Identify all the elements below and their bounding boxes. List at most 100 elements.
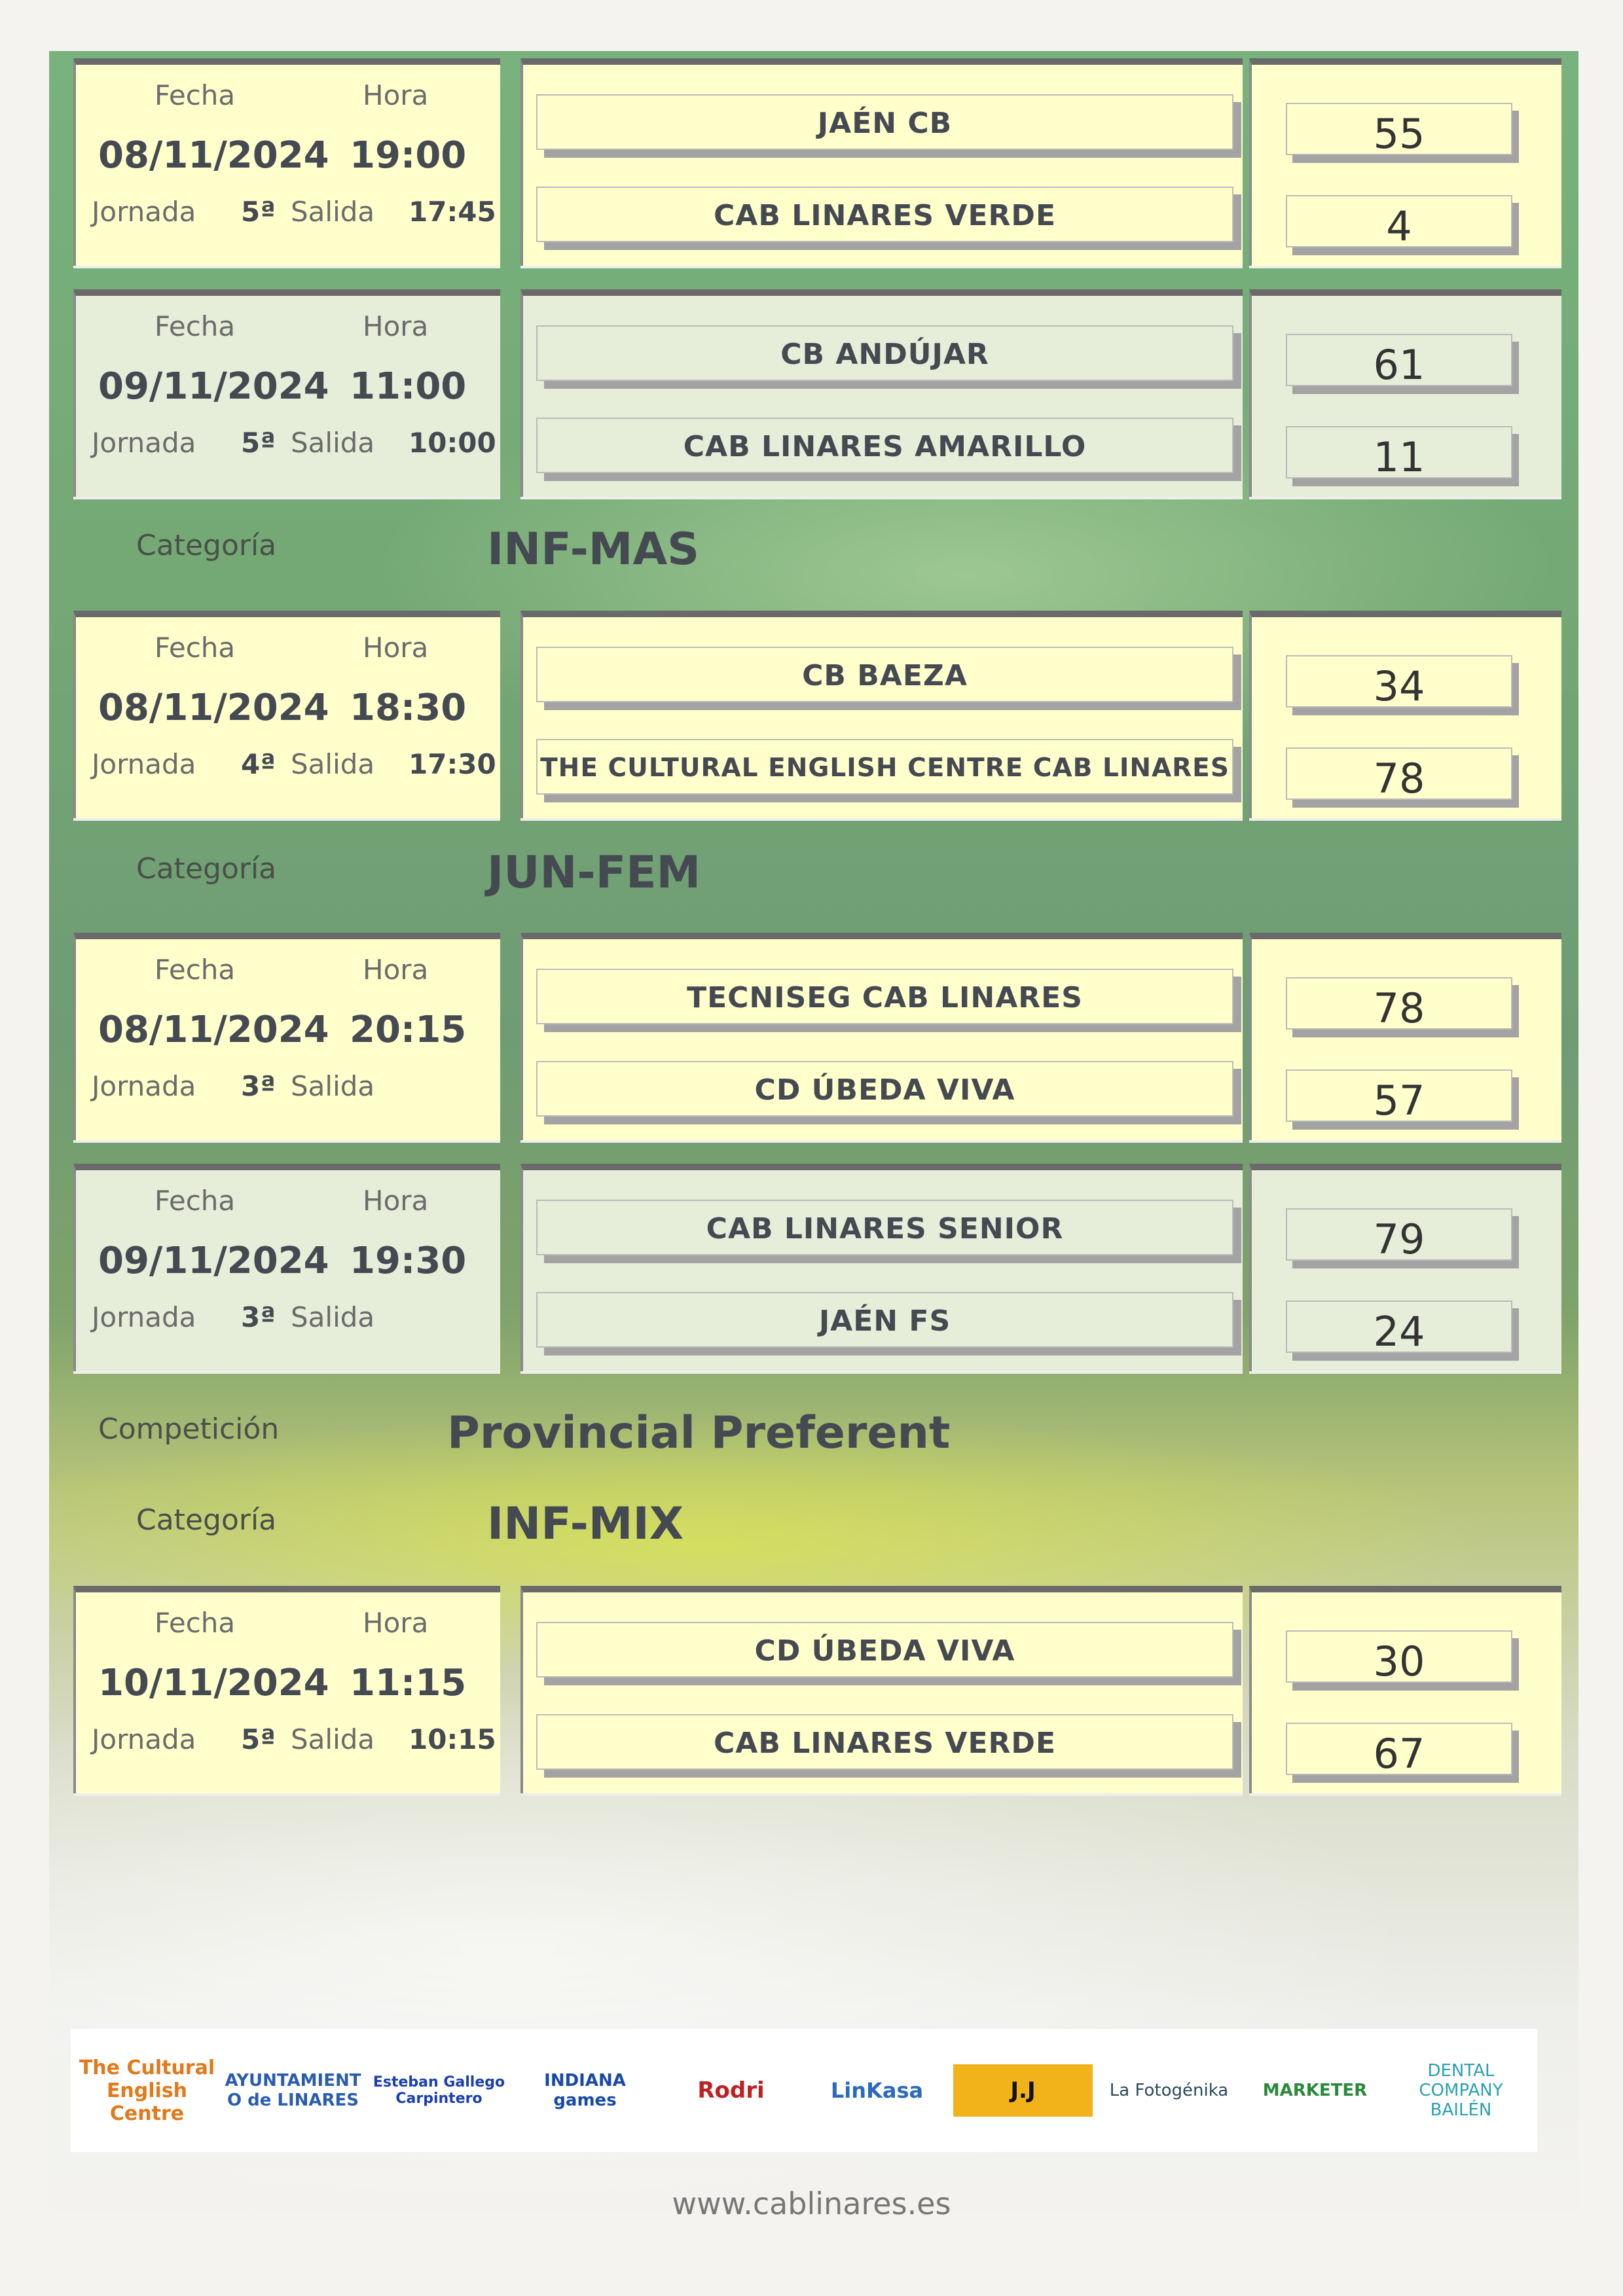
salida-label: Salida xyxy=(291,196,375,228)
jornada-label: Jornada xyxy=(92,196,196,228)
hora-label: Hora xyxy=(363,954,429,986)
teams-card: CB ANDÚJAR CAB LINARES AMARILLO xyxy=(520,289,1243,497)
sponsor-logo: Rodri xyxy=(697,2077,765,2104)
teams-card: TECNISEG CAB LINARES CD ÚBEDA VIVA xyxy=(520,933,1243,1140)
sponsor-logo: AYUNTAMIENTO de LINARES xyxy=(225,2071,361,2110)
sponsor-logo: J.J xyxy=(953,2064,1093,2117)
home-score: 55 xyxy=(1286,103,1512,158)
scores-card: 34 78 xyxy=(1249,611,1561,818)
match-date: 08/11/2024 xyxy=(98,1009,329,1051)
home-score: 61 xyxy=(1286,334,1512,389)
fecha-label: Fecha xyxy=(155,1607,236,1639)
match-info-card: Fecha Hora 08/11/2024 19:00 Jornada 5ª S… xyxy=(73,58,500,266)
match-date: 10/11/2024 xyxy=(98,1662,329,1704)
match-time: 19:30 xyxy=(350,1240,467,1282)
home-team: JAÉN CB xyxy=(536,94,1233,150)
sponsor-logo: La Fotogénika xyxy=(1109,2081,1229,2100)
competition-value: Provincial Preferent xyxy=(447,1407,951,1459)
sponsor-logo: MARKETER xyxy=(1262,2081,1368,2100)
away-team: JAÉN FS xyxy=(536,1292,1233,1348)
away-team: CD ÚBEDA VIVA xyxy=(536,1061,1233,1117)
away-score: 4 xyxy=(1286,195,1512,250)
home-team: CB BAEZA xyxy=(536,647,1233,702)
website-url[interactable]: www.cablinares.es xyxy=(672,2186,951,2221)
jornada-label: Jornada xyxy=(92,427,196,459)
category-value: JUN-FEM xyxy=(487,847,701,899)
category-value: INF-MIX xyxy=(487,1498,684,1550)
match-info-card: Fecha Hora 08/11/2024 20:15 Jornada 3ª S… xyxy=(73,933,500,1140)
home-score: 79 xyxy=(1286,1208,1512,1263)
salida-label: Salida xyxy=(291,748,375,780)
hora-label: Hora xyxy=(363,310,429,342)
salida-value: 10:15 xyxy=(409,1723,496,1755)
away-score: 78 xyxy=(1286,747,1512,802)
away-team: THE CULTURAL ENGLISH CENTRE CAB LINARES xyxy=(536,739,1233,795)
jornada-value: 3ª xyxy=(241,1301,276,1333)
scores-card: 78 57 xyxy=(1249,933,1561,1140)
match-info-card: Fecha Hora 08/11/2024 18:30 Jornada 4ª S… xyxy=(73,611,500,818)
away-team: CAB LINARES AMARILLO xyxy=(536,418,1233,473)
match-info-card: Fecha Hora 09/11/2024 11:00 Jornada 5ª S… xyxy=(73,289,500,497)
sponsor-logo: INDIANA games xyxy=(544,2071,626,2110)
away-team: CAB LINARES VERDE xyxy=(536,1714,1233,1770)
match-time: 18:30 xyxy=(350,687,467,729)
teams-card: CD ÚBEDA VIVA CAB LINARES VERDE xyxy=(520,1586,1243,1793)
scores-card: 55 4 xyxy=(1249,58,1561,266)
home-team: CAB LINARES SENIOR xyxy=(536,1200,1233,1255)
scores-card: 61 11 xyxy=(1249,289,1561,497)
sponsors-banner: The Cultural English Centre AYUNTAMIENTO… xyxy=(71,2029,1537,2152)
away-score: 67 xyxy=(1286,1723,1512,1778)
home-team: TECNISEG CAB LINARES xyxy=(536,969,1233,1024)
match-date: 09/11/2024 xyxy=(98,365,329,408)
teams-card: CAB LINARES SENIOR JAÉN FS xyxy=(520,1164,1243,1371)
sponsor-logo: LinKasa xyxy=(830,2078,924,2103)
jornada-value: 3ª xyxy=(241,1070,276,1102)
jornada-label: Jornada xyxy=(92,1301,196,1333)
sponsor-logo: The Cultural English Centre xyxy=(79,2056,215,2125)
sponsor-logo: Esteban Gallego Carpintero xyxy=(373,2074,505,2107)
salida-value: 17:30 xyxy=(409,748,496,780)
match-date: 09/11/2024 xyxy=(98,1240,329,1282)
jornada-label: Jornada xyxy=(92,1723,196,1755)
match-time: 19:00 xyxy=(350,134,467,177)
jornada-value: 5ª xyxy=(241,196,276,228)
jornada-value: 5ª xyxy=(241,1723,276,1755)
home-score: 30 xyxy=(1286,1630,1512,1685)
salida-value: 17:45 xyxy=(409,196,496,228)
hora-label: Hora xyxy=(363,632,429,664)
fecha-label: Fecha xyxy=(155,1185,236,1217)
match-info-card: Fecha Hora 09/11/2024 19:30 Jornada 3ª S… xyxy=(73,1164,500,1371)
scores-card: 30 67 xyxy=(1249,1586,1561,1793)
match-time: 11:15 xyxy=(350,1662,467,1704)
home-score: 78 xyxy=(1286,977,1512,1032)
jornada-value: 5ª xyxy=(241,427,276,459)
jornada-label: Jornada xyxy=(92,1070,196,1102)
match-info-card: Fecha Hora 10/11/2024 11:15 Jornada 5ª S… xyxy=(73,1586,500,1793)
salida-value: 10:00 xyxy=(409,427,496,459)
salida-label: Salida xyxy=(291,1070,375,1102)
category-label: Categoría xyxy=(136,852,277,886)
hora-label: Hora xyxy=(363,1607,429,1639)
jornada-label: Jornada xyxy=(92,748,196,780)
jornada-value: 4ª xyxy=(241,748,276,780)
fecha-label: Fecha xyxy=(155,310,236,342)
salida-label: Salida xyxy=(291,1723,375,1755)
match-time: 11:00 xyxy=(350,365,467,408)
sponsor-logo: DENTAL COMPANY BAILÉN xyxy=(1419,2061,1503,2120)
category-value: INF-MAS xyxy=(487,524,700,575)
fecha-label: Fecha xyxy=(155,954,236,986)
teams-card: CB BAEZA THE CULTURAL ENGLISH CENTRE CAB… xyxy=(520,611,1243,818)
competition-label: Competición xyxy=(98,1412,280,1446)
home-score: 34 xyxy=(1286,655,1512,710)
fecha-label: Fecha xyxy=(155,632,236,664)
home-team: CB ANDÚJAR xyxy=(536,325,1233,381)
teams-card: JAÉN CB CAB LINARES VERDE xyxy=(520,58,1243,266)
hora-label: Hora xyxy=(363,1185,429,1217)
salida-label: Salida xyxy=(291,427,375,459)
match-time: 20:15 xyxy=(350,1009,467,1051)
category-label: Categoría xyxy=(136,1503,277,1537)
away-score: 11 xyxy=(1286,426,1512,481)
away-team: CAB LINARES VERDE xyxy=(536,187,1233,242)
fecha-label: Fecha xyxy=(155,79,236,111)
away-score: 24 xyxy=(1286,1300,1512,1355)
